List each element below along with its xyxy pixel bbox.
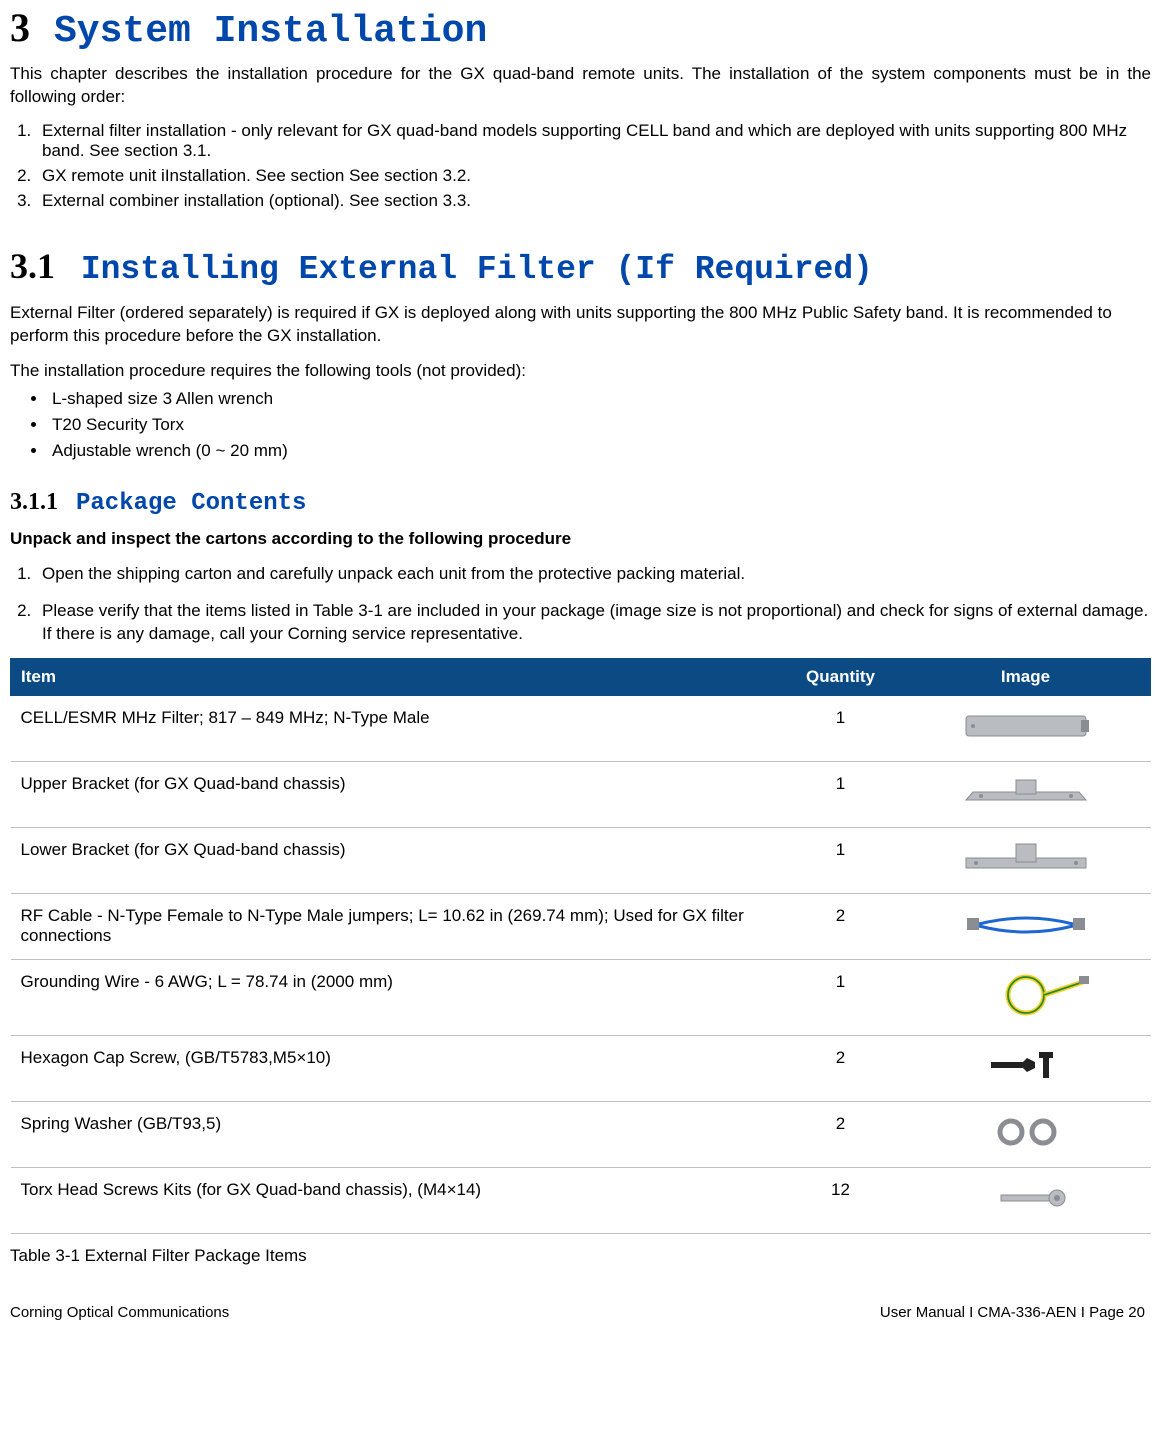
table-caption: Table 3-1 External Filter Package Items [10, 1246, 1151, 1266]
unpack-steps: Open the shipping carton and carefully u… [10, 563, 1151, 646]
image-cell [901, 1035, 1151, 1101]
image-cell [901, 827, 1151, 893]
section-3-1-p2: The installation procedure requires the … [10, 360, 1151, 383]
table-row: Torx Head Screws Kits (for GX Quad-band … [11, 1167, 1151, 1233]
order-item-1: External filter installation - only rele… [36, 121, 1151, 161]
table-row: Spring Washer (GB/T93,5)2 [11, 1101, 1151, 1167]
chapter-intro: This chapter describes the installation … [10, 63, 1151, 109]
section-3-1-p1: External Filter (ordered separately) is … [10, 302, 1151, 348]
qty-cell: 12 [781, 1167, 901, 1233]
qty-cell: 1 [781, 827, 901, 893]
order-item-2: GX remote unit iInstallation. See sectio… [36, 166, 1151, 186]
table-row: RF Cable - N-Type Female to N-Type Male … [11, 893, 1151, 959]
image-cell [901, 893, 1151, 959]
item-cell: Torx Head Screws Kits (for GX Quad-band … [11, 1167, 781, 1233]
section-3-1-1-title: Package Contents [76, 490, 306, 517]
table-row: Upper Bracket (for GX Quad-band chassis)… [11, 761, 1151, 827]
item-cell: Grounding Wire - 6 AWG; L = 78.74 in (20… [11, 959, 781, 1035]
install-order-list: External filter installation - only rele… [10, 121, 1151, 211]
th-qty: Quantity [781, 658, 901, 695]
unpack-step-1: Open the shipping carton and carefully u… [36, 563, 1151, 586]
item-cell: CELL/ESMR MHz Filter; 817 – 849 MHz; N-T… [11, 695, 781, 761]
image-cell [901, 1101, 1151, 1167]
chapter-title: System Installation [54, 10, 487, 53]
tool-item-2: T20 Security Torx [48, 415, 1151, 435]
tools-list: L-shaped size 3 Allen wrench T20 Securit… [10, 389, 1151, 461]
section-3-1-heading: 3.1 Installing External Filter (If Requi… [10, 245, 1151, 288]
item-cell: Lower Bracket (for GX Quad-band chassis) [11, 827, 781, 893]
section-3-1-number: 3.1 [10, 246, 55, 286]
tool-item-3: Adjustable wrench (0 ~ 20 mm) [48, 441, 1151, 461]
qty-cell: 1 [781, 959, 901, 1035]
table-row: Hexagon Cap Screw, (GB/T5783,M5×10)2 [11, 1035, 1151, 1101]
unpack-instruction: Unpack and inspect the cartons according… [10, 529, 1151, 549]
image-cell [901, 761, 1151, 827]
qty-cell: 1 [781, 695, 901, 761]
footer-left: Corning Optical Communications [10, 1304, 229, 1321]
tool-item-1: L-shaped size 3 Allen wrench [48, 389, 1151, 409]
table-row: CELL/ESMR MHz Filter; 817 – 849 MHz; N-T… [11, 695, 1151, 761]
image-cell [901, 1167, 1151, 1233]
th-image: Image [901, 658, 1151, 695]
qty-cell: 2 [781, 893, 901, 959]
package-items-table: Item Quantity Image CELL/ESMR MHz Filter… [10, 658, 1151, 1234]
item-cell: Hexagon Cap Screw, (GB/T5783,M5×10) [11, 1035, 781, 1101]
qty-cell: 2 [781, 1101, 901, 1167]
table-row: Grounding Wire - 6 AWG; L = 78.74 in (20… [11, 959, 1151, 1035]
th-item: Item [11, 658, 781, 695]
chapter-heading: 3 System Installation [10, 4, 1151, 53]
item-cell: RF Cable - N-Type Female to N-Type Male … [11, 893, 781, 959]
footer-right: User Manual I CMA-336-AEN I Page 20 [880, 1304, 1145, 1321]
qty-cell: 1 [781, 761, 901, 827]
section-3-1-1-heading: 3.1.1 Package Contents [10, 489, 1151, 517]
table-row: Lower Bracket (for GX Quad-band chassis)… [11, 827, 1151, 893]
chapter-number: 3 [10, 5, 30, 50]
qty-cell: 2 [781, 1035, 901, 1101]
page-footer: Corning Optical Communications User Manu… [10, 1278, 1151, 1331]
image-cell [901, 959, 1151, 1035]
section-3-1-title: Installing External Filter (If Required) [81, 251, 873, 288]
item-cell: Spring Washer (GB/T93,5) [11, 1101, 781, 1167]
section-3-1-1-number: 3.1.1 [10, 489, 58, 515]
image-cell [901, 695, 1151, 761]
order-item-3: External combiner installation (optional… [36, 191, 1151, 211]
unpack-step-2: Please verify that the items listed in T… [36, 600, 1151, 646]
item-cell: Upper Bracket (for GX Quad-band chassis) [11, 761, 781, 827]
